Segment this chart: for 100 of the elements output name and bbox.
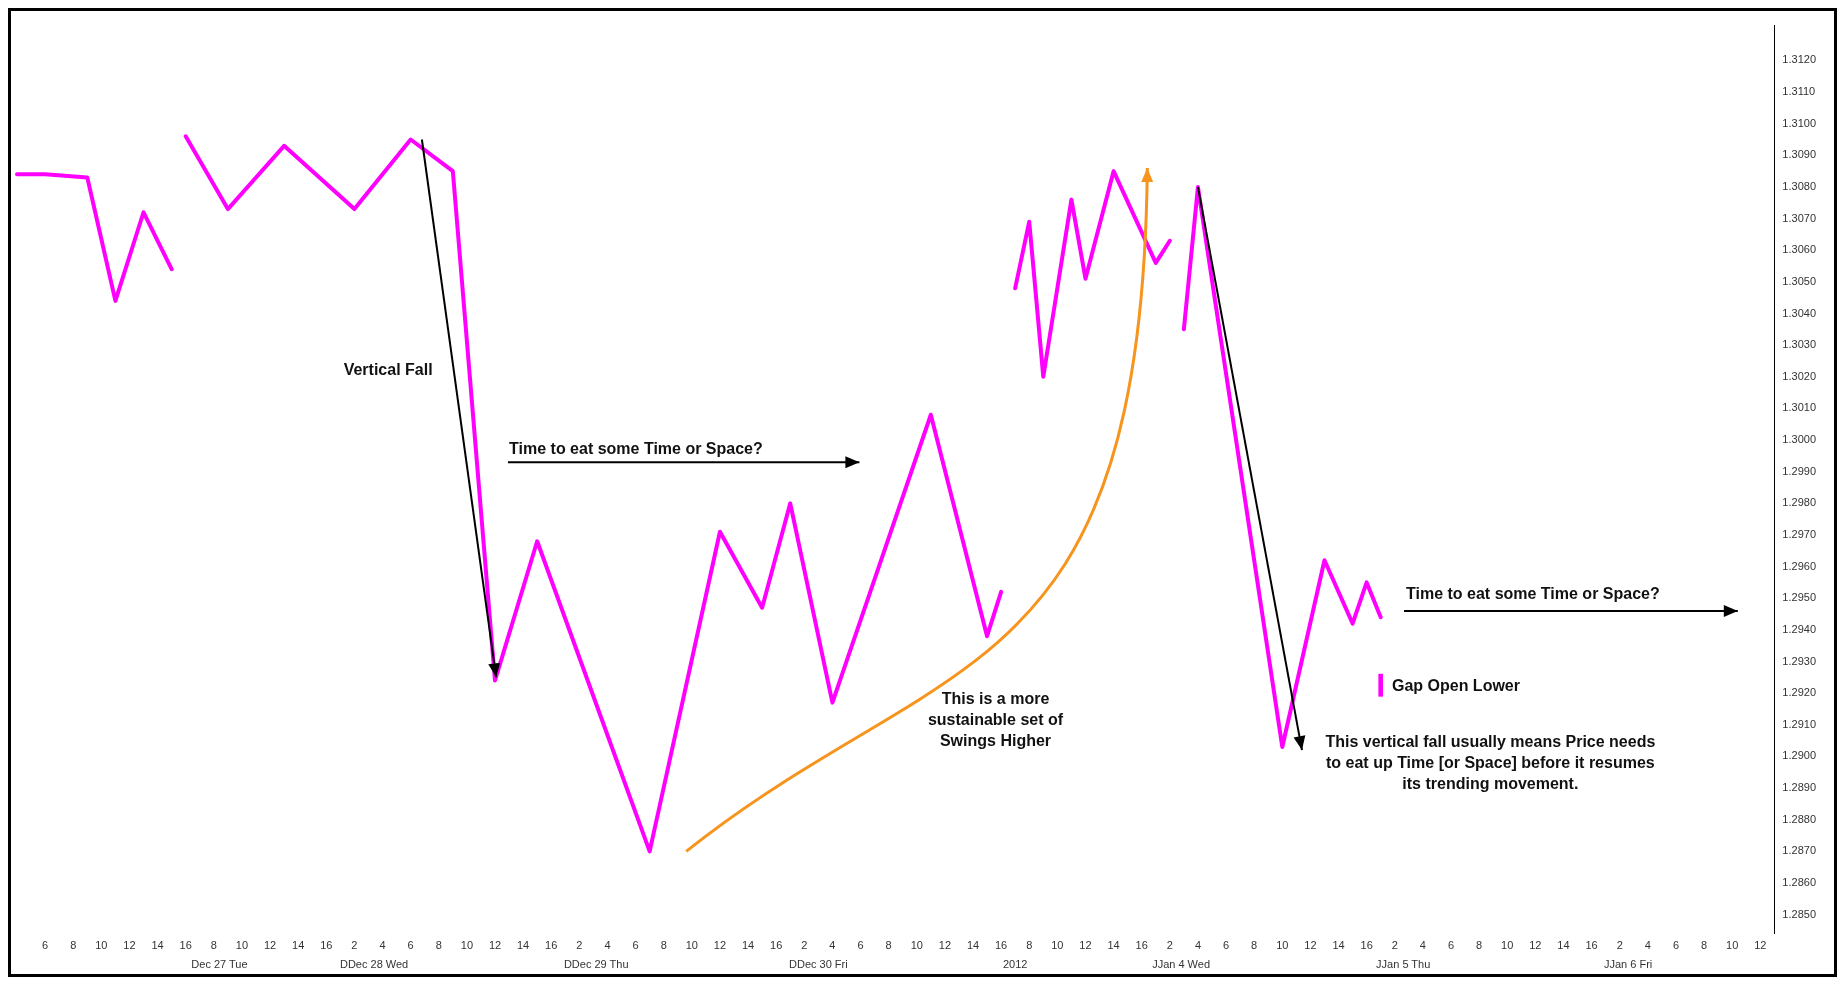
x-tick-label: 10 (910, 939, 923, 952)
x-tick-label: 16 (1585, 939, 1598, 952)
annotation: This vertical fall usually means Price needs to eat up Time [or Space] before it resumes its trending movement. (1325, 733, 1656, 793)
y-tick-label: 1.2960 (1782, 559, 1817, 572)
y-tick-label: 1.2940 (1782, 622, 1817, 635)
x-tick-label: 14 (151, 939, 164, 952)
text: DDec 30 Fri (789, 958, 848, 971)
annotation: This is a more sustainable set of Swings Higher (927, 689, 1064, 749)
y-tick-label: 1.3030 (1782, 338, 1817, 351)
y-tick-label: 1.2850 (1782, 907, 1817, 920)
text: DDec 28 Wed (339, 958, 409, 971)
x-tick-label: 12 (1079, 939, 1092, 952)
y-tick-label: 1.2930 (1782, 654, 1817, 667)
x-tick-label: 2 (801, 939, 808, 952)
x-tick-label: 6 (1223, 939, 1230, 952)
x-tick-label: 16 (994, 939, 1008, 952)
x-tick-label: 2 (576, 939, 583, 952)
text: JJan 4 Wed (1152, 958, 1211, 971)
annotation: Time to eat some Time or Space? (509, 439, 763, 457)
text: Dec 27 Tue (191, 958, 248, 971)
x-tick-label: 12 (1754, 939, 1767, 952)
x-tick-label: 4 (379, 939, 386, 952)
x-tick-label: 12 (938, 939, 952, 952)
y-tick-label: 1.3000 (1782, 433, 1817, 446)
x-tick-label: 12 (1304, 939, 1317, 952)
annotation: Gap Open Lower (1391, 677, 1520, 695)
x-tick-label: 12 (488, 939, 502, 952)
x-tick-label: 10 (1276, 939, 1289, 952)
y-tick-label: 1.2910 (1782, 717, 1817, 730)
x-tick-label: 16 (1360, 939, 1373, 952)
y-tick-label: 1.2950 (1782, 591, 1817, 604)
x-tick-label: 8 (210, 939, 217, 952)
y-tick-label: 1.2860 (1782, 876, 1817, 889)
y-tick-label: 1.3040 (1782, 306, 1817, 319)
x-tick-label: 6 (42, 939, 49, 952)
x-tick-label: 10 (685, 939, 698, 952)
x-tick-label: 12 (713, 939, 727, 952)
y-tick-label: 1.3010 (1782, 401, 1817, 414)
x-tick-label: 16 (770, 939, 783, 952)
y-tick-label: 1.3020 (1782, 369, 1817, 382)
y-tick-label: 1.3050 (1782, 274, 1817, 287)
text: 2012 (1002, 958, 1028, 971)
y-tick-label: 1.2980 (1782, 496, 1817, 509)
x-tick-label: 8 (1026, 939, 1033, 952)
x-tick-label: 4 (1419, 939, 1426, 952)
x-tick-label: 12 (1529, 939, 1542, 952)
y-tick-label: 1.2870 (1782, 844, 1817, 857)
y-tick-label: 1.3120 (1782, 53, 1817, 66)
text: DDec 29 Thu (563, 958, 629, 971)
x-tick-label: 8 (885, 939, 892, 952)
x-tick-label: 14 (966, 939, 980, 952)
x-tick-label: 2 (351, 939, 358, 952)
x-tick-label: 14 (1557, 939, 1570, 952)
x-tick-label: 12 (123, 939, 136, 952)
x-tick-label: 16 (320, 939, 333, 952)
y-tick-label: 1.3110 (1782, 85, 1816, 98)
x-tick-label: 6 (1447, 939, 1455, 952)
y-tick-label: 1.3090 (1782, 148, 1817, 161)
y-tick-label: 1.3100 (1782, 116, 1817, 129)
text: JJan 5 Thu (1376, 958, 1431, 971)
x-tick-label: 4 (604, 939, 611, 952)
x-tick-label: 10 (1726, 939, 1739, 952)
y-tick-label: 1.2890 (1782, 781, 1817, 794)
x-tick-label: 2 (1391, 939, 1398, 952)
x-tick-label: 6 (407, 939, 414, 952)
y-tick-label: 1.3060 (1782, 243, 1817, 256)
y-tick-label: 1.2900 (1782, 749, 1817, 762)
x-tick-label: 2 (1166, 939, 1173, 952)
x-tick-label: 12 (263, 939, 277, 952)
x-tick-label: 8 (660, 939, 667, 952)
x-tick-label: 16 (545, 939, 558, 952)
x-tick-label: 10 (235, 939, 249, 952)
x-tick-label: 8 (1701, 939, 1708, 952)
x-tick-label: 16 (1135, 939, 1148, 952)
x-tick-label: 10 (1051, 939, 1064, 952)
y-tick-label: 1.2920 (1782, 686, 1817, 699)
x-tick-label: 14 (1107, 939, 1120, 952)
x-tick-label: 14 (741, 939, 755, 952)
x-tick-label: 14 (516, 939, 530, 952)
x-tick-label: 10 (1501, 939, 1514, 952)
x-tick-label: 6 (632, 939, 639, 952)
x-tick-label: 4 (1644, 939, 1651, 952)
y-tick-label: 1.2970 (1782, 528, 1817, 540)
x-tick-label: 8 (1251, 939, 1258, 952)
y-tick-label: 1.2990 (1782, 464, 1817, 477)
y-tick-label: 1.3070 (1782, 211, 1817, 224)
x-tick-label: 6 (1672, 939, 1680, 952)
x-tick-label: 8 (1476, 939, 1483, 952)
x-tick-label: 14 (1332, 939, 1345, 952)
text: JJan 6 Fri (1604, 958, 1653, 971)
x-tick-label: 6 (857, 939, 864, 952)
y-tick-label: 1.2880 (1782, 812, 1817, 825)
x-tick-label: 16 (179, 939, 192, 952)
x-tick-label: 4 (829, 939, 836, 952)
x-tick-label: 14 (292, 939, 305, 952)
x-tick-label: 2 (1616, 939, 1623, 952)
x-tick-label: 4 (1194, 939, 1202, 952)
x-tick-label: 8 (435, 939, 442, 952)
y-tick-label: 1.3080 (1782, 179, 1817, 192)
x-tick-label: 10 (460, 939, 474, 952)
